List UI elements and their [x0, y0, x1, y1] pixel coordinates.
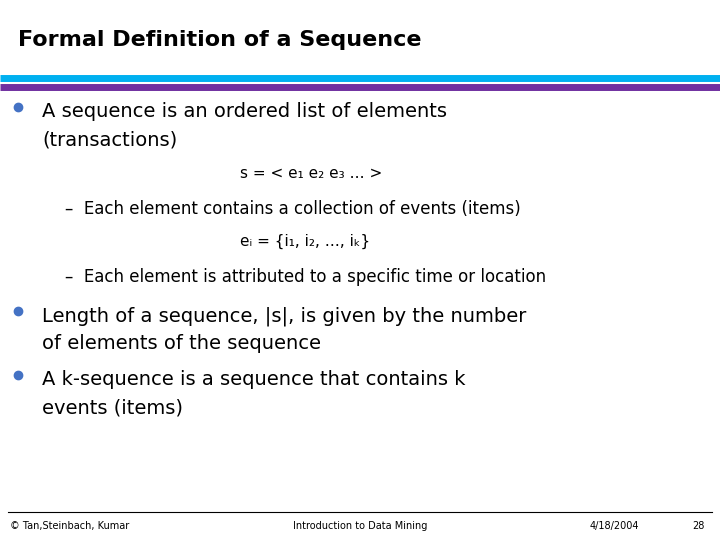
Text: © Tan,Steinbach, Kumar: © Tan,Steinbach, Kumar	[10, 521, 130, 531]
Text: Length of a sequence, |s|, is given by the number: Length of a sequence, |s|, is given by t…	[42, 306, 526, 326]
Text: A k-sequence is a sequence that contains k: A k-sequence is a sequence that contains…	[42, 370, 466, 389]
Text: Introduction to Data Mining: Introduction to Data Mining	[293, 521, 427, 531]
Text: s = < e₁ e₂ e₃ … >: s = < e₁ e₂ e₃ … >	[240, 166, 382, 181]
Text: A sequence is an ordered list of elements: A sequence is an ordered list of element…	[42, 102, 447, 121]
Text: 28: 28	[693, 521, 705, 531]
Text: –  Each element is attributed to a specific time or location: – Each element is attributed to a specif…	[65, 268, 546, 286]
Text: Formal Definition of a Sequence: Formal Definition of a Sequence	[18, 30, 421, 50]
Text: (transactions): (transactions)	[42, 130, 177, 149]
Text: of elements of the sequence: of elements of the sequence	[42, 334, 321, 353]
Text: eᵢ = {i₁, i₂, …, iₖ}: eᵢ = {i₁, i₂, …, iₖ}	[240, 234, 370, 249]
Text: 4/18/2004: 4/18/2004	[590, 521, 639, 531]
Text: events (items): events (items)	[42, 398, 183, 417]
Text: –  Each element contains a collection of events (items): – Each element contains a collection of …	[65, 200, 521, 218]
